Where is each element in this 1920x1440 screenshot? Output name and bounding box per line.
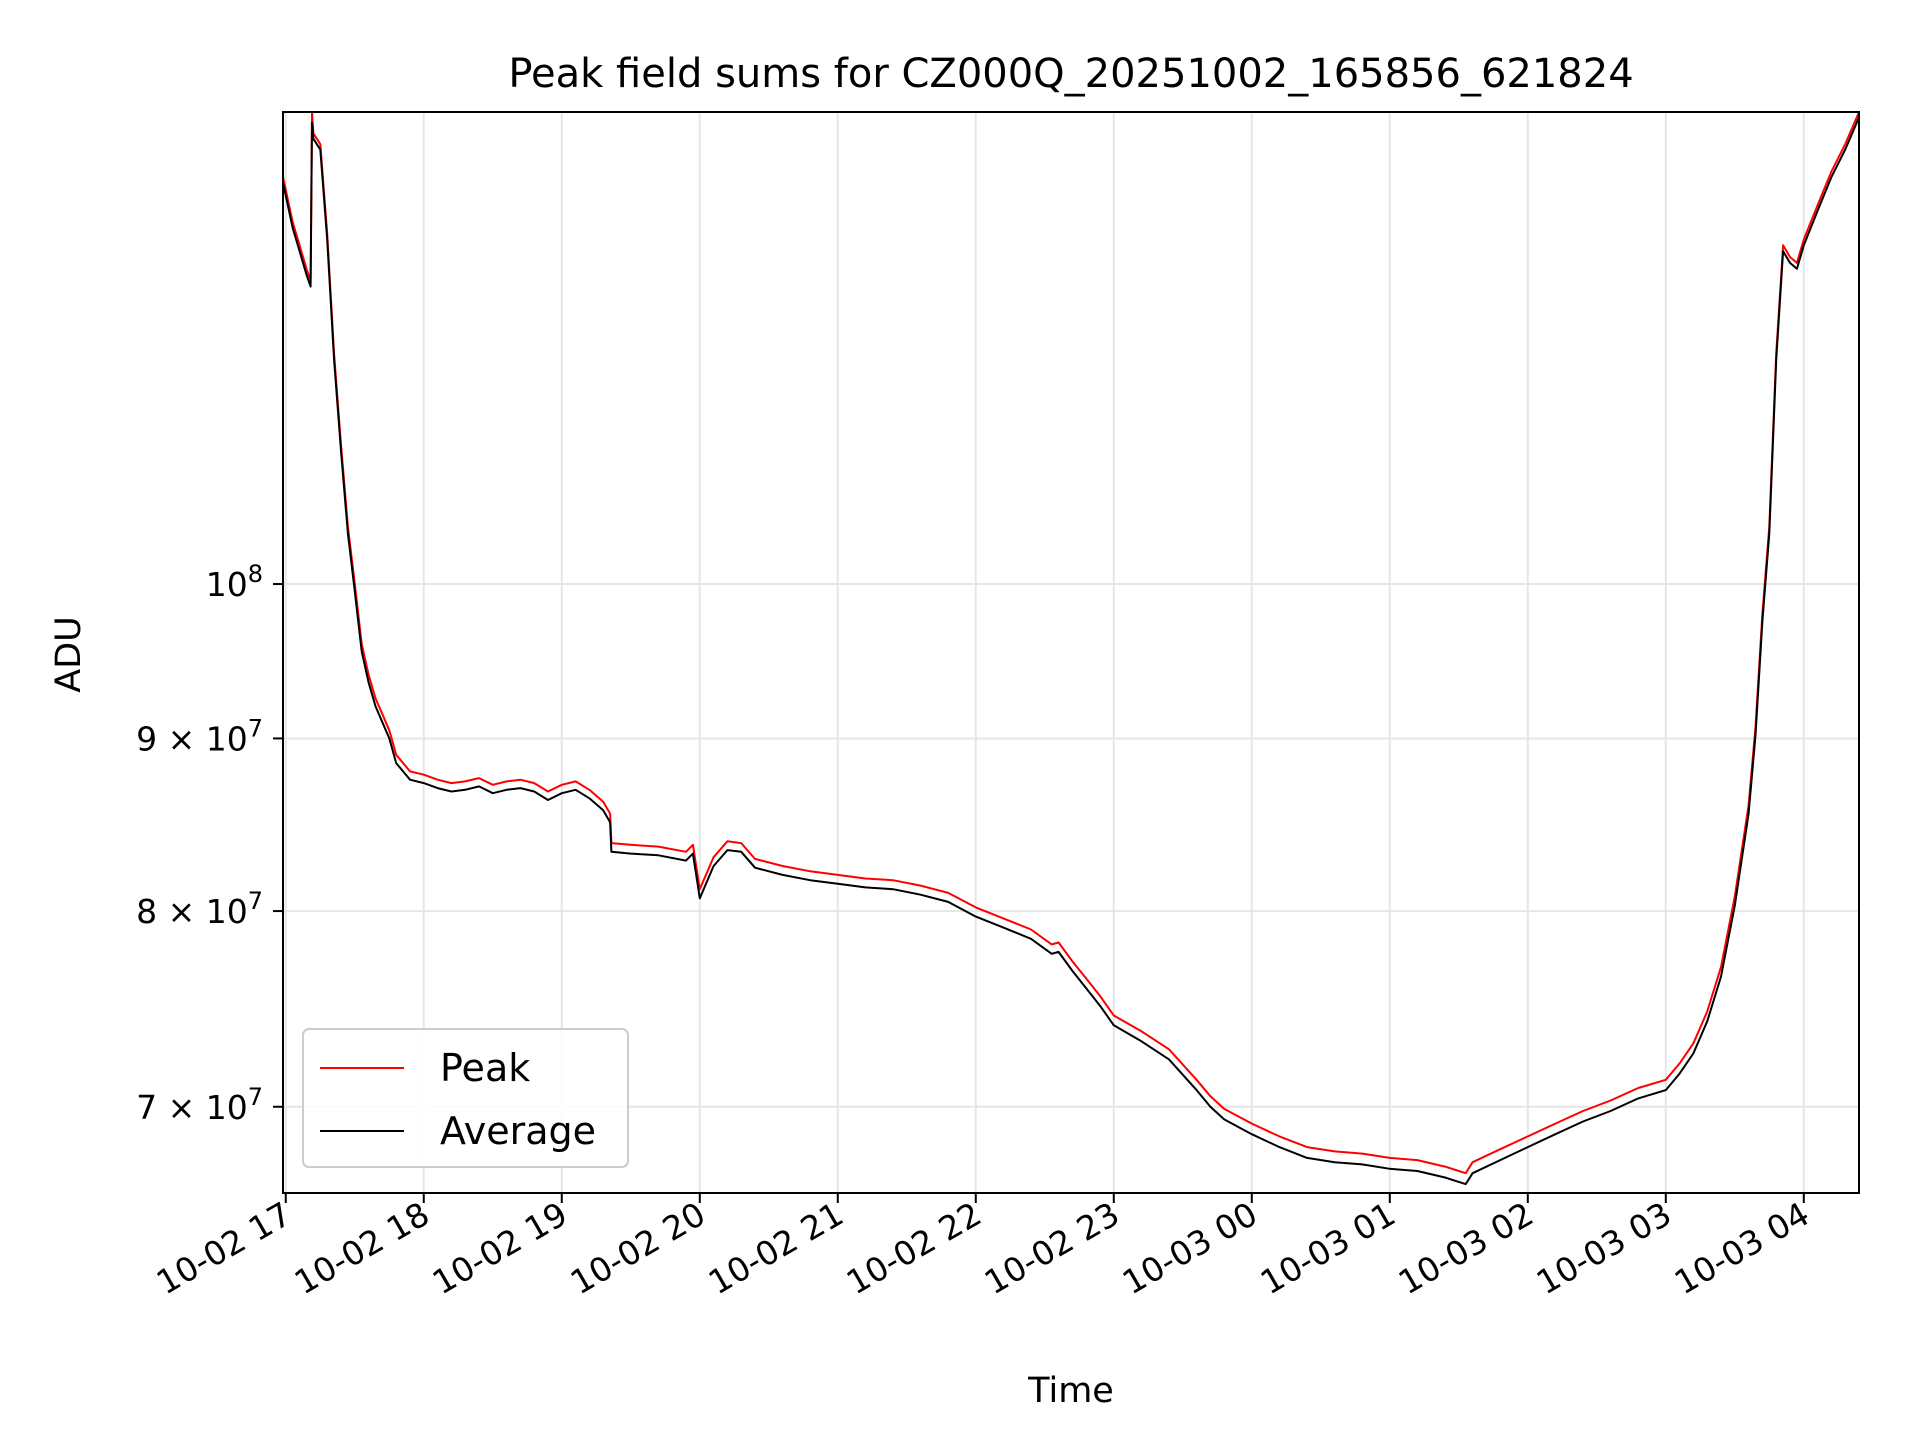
y-tick-base: 10 <box>206 565 248 604</box>
y-tick-exponent: 7 <box>248 887 263 915</box>
y-tick-label: 108 <box>206 560 263 604</box>
chart-title: Peak field sums for CZ000Q_20251002_1658… <box>508 51 1633 97</box>
legend-box <box>302 1028 629 1168</box>
legend-label-peak: Peak <box>440 1046 530 1090</box>
y-tick-exponent: 8 <box>248 560 263 588</box>
y-tick-exponent: 7 <box>248 714 263 742</box>
series-line-average <box>283 116 1859 1186</box>
y-tick-label: 7 × 107 <box>136 1083 263 1127</box>
series-layer <box>283 112 1859 1186</box>
y-tick-label: 8 × 107 <box>136 887 263 931</box>
y-tick-base: 7 × 10 <box>136 1088 248 1127</box>
y-tick-exponent: 7 <box>248 1083 263 1111</box>
legend: Peak Average <box>302 1028 629 1168</box>
plot-frame <box>282 111 1860 1194</box>
y-tick-base: 8 × 10 <box>136 892 248 931</box>
x-axis-label: Time <box>1027 1371 1114 1411</box>
y-tick-label: 9 × 107 <box>136 714 263 758</box>
series-line-peak <box>283 112 1859 1175</box>
y-tick-base: 9 × 10 <box>136 719 248 758</box>
y-axis-label: ADU <box>49 616 89 693</box>
legend-label-average: Average <box>440 1109 596 1153</box>
